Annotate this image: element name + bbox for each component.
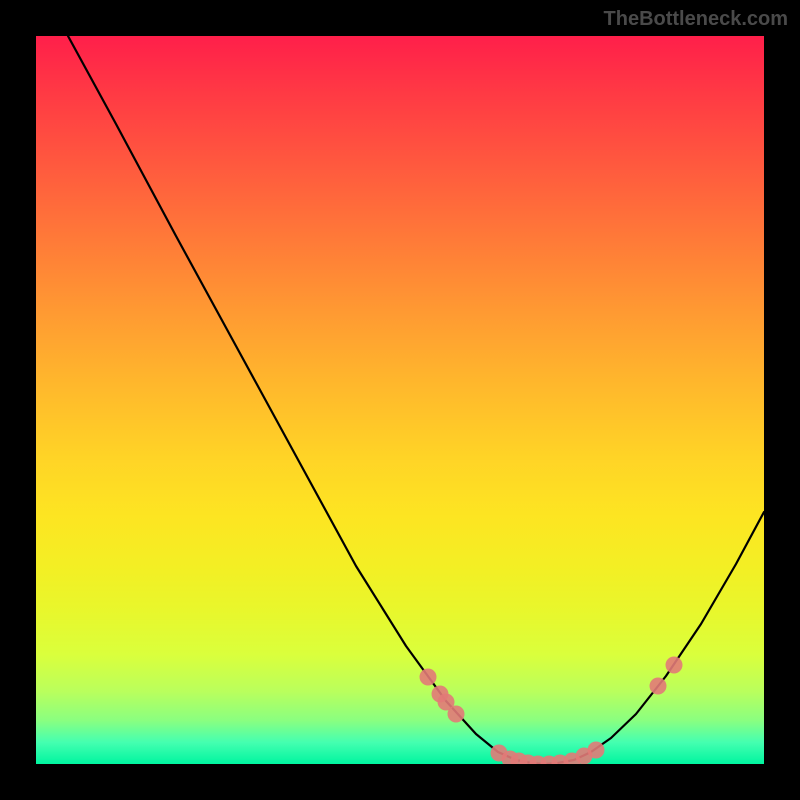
marker-dot	[666, 657, 683, 674]
bottleneck-curve	[68, 36, 764, 764]
marker-group	[420, 657, 683, 765]
watermark-text: TheBottleneck.com	[604, 8, 788, 31]
marker-dot	[448, 706, 465, 723]
marker-dot	[588, 742, 605, 759]
chart-svg	[36, 36, 764, 764]
marker-dot	[420, 669, 437, 686]
plot-area	[36, 36, 764, 764]
marker-dot	[650, 678, 667, 695]
